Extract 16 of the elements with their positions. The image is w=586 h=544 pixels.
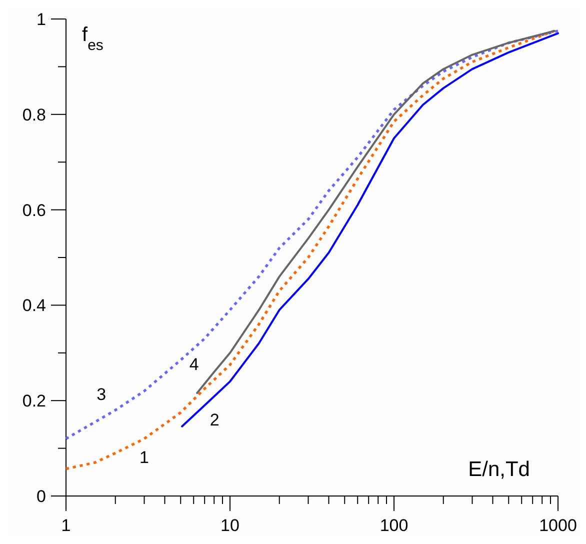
y-axis-title: f$_{es}$: [82, 24, 104, 54]
series-label: 3: [96, 385, 106, 404]
series-label: 4: [189, 354, 199, 374]
x-tick-label: 1: [61, 516, 71, 535]
x-tick-label: 100: [380, 516, 408, 535]
x-tick-label: 1000: [539, 516, 577, 535]
x-tick-label: 10: [220, 516, 240, 535]
series-label: 2: [210, 410, 220, 430]
y-tick-label: 0: [36, 487, 46, 506]
y-tick-label: 0.2: [22, 392, 46, 411]
y-tick-label: 0.4: [22, 296, 46, 316]
y-tick-label: 0.6: [22, 200, 46, 220]
x-axis-title: E/n,Td: [468, 458, 530, 481]
series-label: 1: [140, 448, 149, 467]
y-tick-label: 1: [36, 10, 46, 29]
y-tick-label: 0.8: [22, 105, 46, 124]
